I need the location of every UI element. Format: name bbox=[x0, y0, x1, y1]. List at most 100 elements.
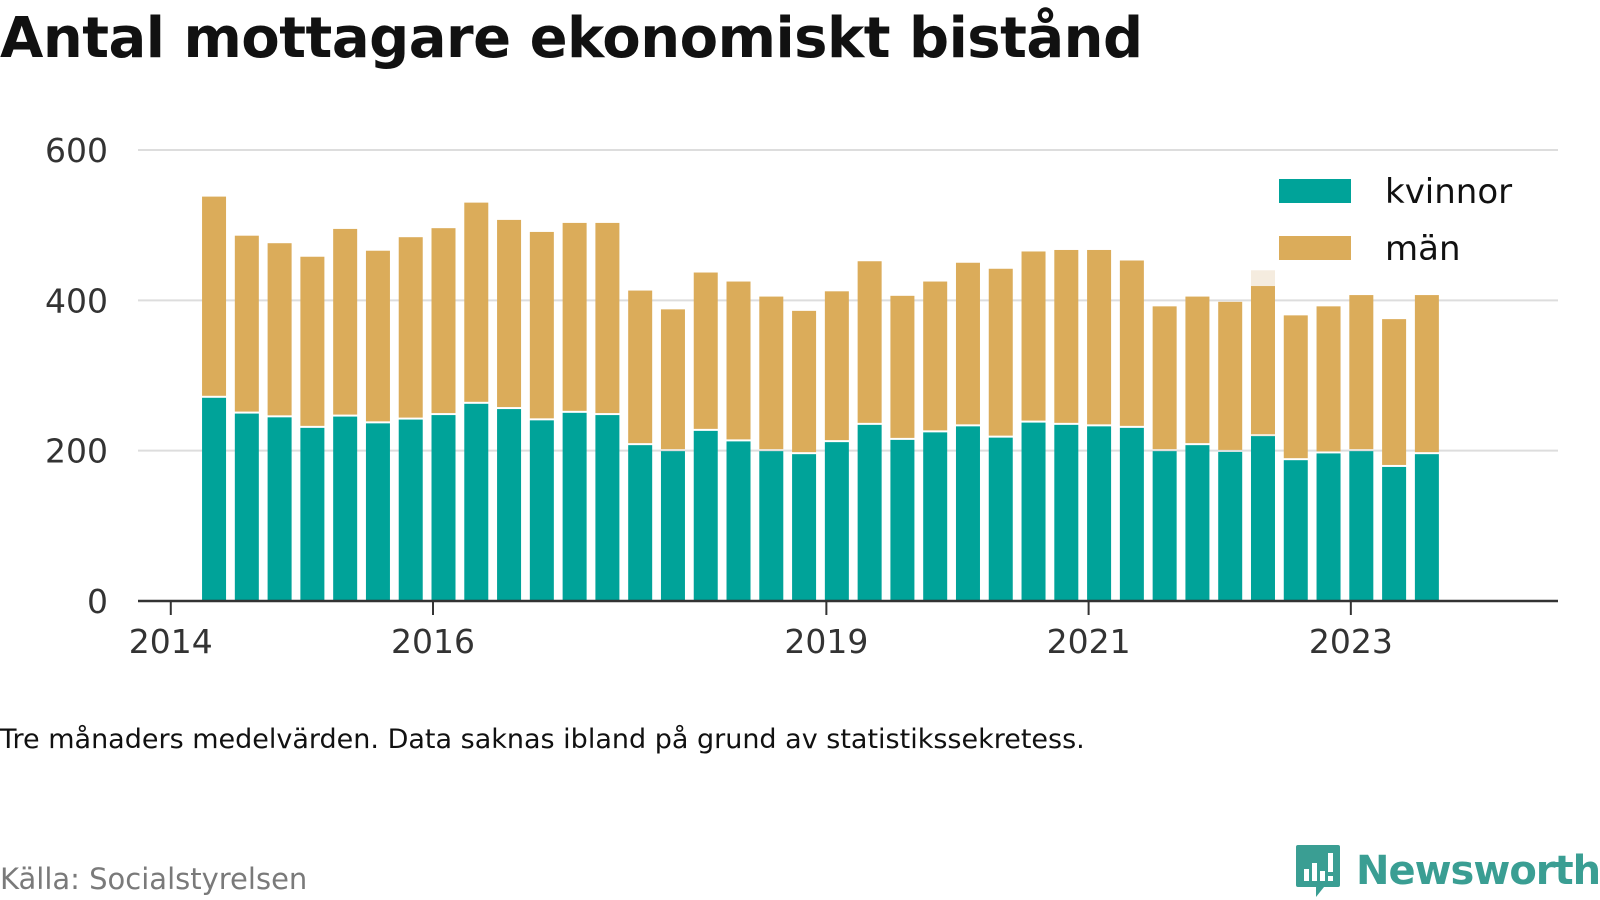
bar-man bbox=[660, 309, 685, 450]
bar-kvinnor bbox=[1250, 436, 1275, 601]
bar-kvinnor bbox=[300, 427, 325, 601]
bar-man bbox=[595, 222, 620, 414]
bar-man bbox=[726, 281, 751, 440]
bar-kvinnor bbox=[660, 451, 685, 601]
y-tick-label: 600 bbox=[45, 131, 108, 170]
bar-man bbox=[1316, 306, 1341, 452]
bar-man bbox=[628, 290, 653, 444]
bar-kvinnor bbox=[1021, 422, 1046, 601]
bar-kvinnor bbox=[824, 442, 849, 601]
bar-man bbox=[1119, 260, 1144, 426]
bar-kvinnor bbox=[1349, 451, 1374, 601]
chart-note: Tre månaders medelvärden. Data saknas ib… bbox=[0, 724, 1085, 755]
x-tick-label: 2021 bbox=[1047, 622, 1131, 661]
x-tick-label: 2023 bbox=[1309, 622, 1393, 661]
x-tick-label: 2019 bbox=[784, 622, 868, 661]
bar-kvinnor bbox=[726, 441, 751, 601]
bar-man bbox=[1087, 249, 1112, 425]
bar-kvinnor bbox=[1152, 451, 1177, 601]
bar-man bbox=[792, 310, 817, 453]
legend-swatch-kvinnor bbox=[1279, 179, 1351, 203]
x-tick-label: 2016 bbox=[391, 622, 475, 661]
bar-man bbox=[1021, 251, 1046, 421]
bars bbox=[202, 196, 1439, 601]
bar-man bbox=[1349, 295, 1374, 450]
logo-text: Newsworthy bbox=[1356, 848, 1600, 894]
bar-man bbox=[1152, 306, 1177, 450]
bar-man bbox=[1382, 319, 1407, 465]
bar-kvinnor bbox=[988, 437, 1013, 601]
bar-kvinnor bbox=[1283, 460, 1308, 601]
bar-kvinnor bbox=[857, 424, 882, 601]
y-axis-ticks: 0 200 400 600 bbox=[45, 131, 108, 621]
bar-kvinnor bbox=[202, 397, 227, 601]
bar-kvinnor bbox=[890, 439, 915, 601]
bar-kvinnor bbox=[759, 451, 784, 601]
bar-kvinnor bbox=[792, 454, 817, 601]
bar-man bbox=[759, 296, 784, 450]
bar-man bbox=[202, 196, 227, 396]
bar-man bbox=[890, 295, 915, 438]
y-tick-label: 400 bbox=[45, 281, 108, 320]
bar-man bbox=[464, 202, 489, 402]
chart-title: Antal mottagare ekonomiskt bistånd bbox=[0, 6, 1143, 71]
bar-kvinnor bbox=[1382, 466, 1407, 601]
bar-man bbox=[431, 228, 456, 414]
bar-man bbox=[529, 231, 554, 419]
bar-kvinnor bbox=[431, 415, 456, 601]
newsworthy-logo: Newsworthy bbox=[1294, 843, 1600, 899]
bar-man bbox=[234, 235, 259, 412]
bar-man bbox=[988, 268, 1013, 436]
bar-kvinnor bbox=[1316, 453, 1341, 601]
bar-kvinnor bbox=[1414, 454, 1439, 601]
bar-kvinnor bbox=[562, 412, 587, 601]
y-tick-label: 0 bbox=[87, 582, 108, 621]
legend: kvinnor män bbox=[1279, 172, 1512, 269]
bar-man bbox=[398, 237, 423, 418]
bar-man bbox=[1185, 296, 1210, 444]
bar-man bbox=[1218, 301, 1243, 450]
bar-kvinnor bbox=[955, 426, 980, 601]
bar-man bbox=[1054, 249, 1079, 423]
bar-kvinnor bbox=[693, 430, 718, 601]
bar-kvinnor bbox=[529, 420, 554, 601]
bar-man bbox=[562, 222, 587, 411]
y-tick-label: 200 bbox=[45, 432, 108, 471]
bar-man bbox=[333, 228, 358, 415]
bar-man bbox=[497, 219, 522, 408]
bar-man bbox=[824, 291, 849, 441]
bar-kvinnor bbox=[1218, 451, 1243, 601]
bar-kvinnor bbox=[365, 423, 390, 601]
bar-kvinnor bbox=[628, 445, 653, 601]
newsworthy-chart-bubble-icon bbox=[1296, 845, 1340, 897]
bar-man bbox=[1414, 295, 1439, 453]
bar-kvinnor bbox=[595, 415, 620, 601]
bar-kvinnor bbox=[923, 432, 948, 601]
bar-man bbox=[857, 261, 882, 423]
bar-kvinnor bbox=[1119, 427, 1144, 601]
legend-label-man: män bbox=[1385, 229, 1461, 269]
bar-kvinnor bbox=[333, 416, 358, 601]
bar-man bbox=[300, 256, 325, 426]
bar-kvinnor bbox=[464, 403, 489, 601]
bar-man bbox=[1250, 286, 1275, 435]
bar-kvinnor bbox=[1185, 445, 1210, 601]
x-axis: 2014 2016 2019 2021 2023 bbox=[129, 599, 1558, 661]
legend-swatch-man bbox=[1279, 236, 1351, 260]
bar-kvinnor bbox=[1087, 426, 1112, 601]
bar-kvinnor bbox=[497, 409, 522, 601]
bar-man bbox=[365, 250, 390, 422]
bar-man bbox=[955, 262, 980, 425]
legend-label-kvinnor: kvinnor bbox=[1385, 172, 1512, 212]
bar-man bbox=[267, 243, 292, 416]
bar-kvinnor bbox=[234, 413, 259, 601]
bar-kvinnor bbox=[267, 417, 292, 601]
bar-man bbox=[693, 272, 718, 429]
x-tick-label: 2014 bbox=[129, 622, 213, 661]
source-credit: Källa: Socialstyrelsen bbox=[0, 862, 308, 896]
bar-kvinnor bbox=[398, 419, 423, 601]
bar-man bbox=[923, 281, 948, 431]
bar-kvinnor bbox=[1054, 424, 1079, 601]
bar-man bbox=[1283, 315, 1308, 459]
